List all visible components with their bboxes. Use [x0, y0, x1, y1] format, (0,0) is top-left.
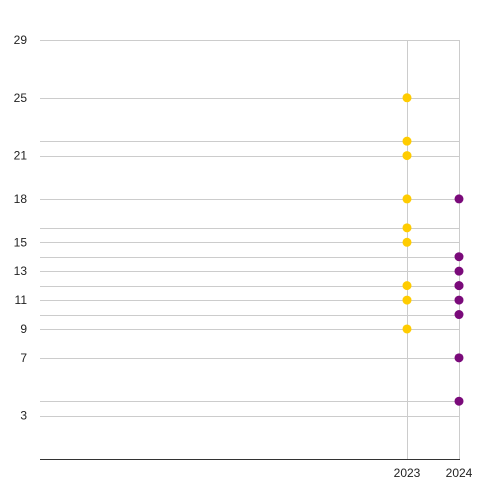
y-tick-label: 11 [15, 293, 28, 307]
y-tick-label: 13 [14, 264, 28, 278]
data-point-2024 [454, 281, 464, 291]
y-tick-label: 25 [14, 91, 28, 105]
data-point-2023 [402, 281, 412, 291]
x-tick-label: 2023 [394, 466, 421, 480]
x-tick-labels: 2023 2024 [394, 466, 473, 480]
data-points [402, 93, 464, 406]
x-tick-label: 2024 [446, 466, 473, 480]
data-point-2024 [454, 252, 464, 262]
data-point-2024 [454, 353, 464, 363]
y-tick-label: 3 [20, 409, 27, 423]
data-point-2023 [402, 136, 412, 146]
data-point-2024 [454, 295, 464, 305]
y-tick-label: 7 [20, 351, 27, 365]
y-tick-label: 29 [14, 33, 28, 47]
data-point-2023 [402, 93, 412, 103]
gridlines [40, 40, 460, 459]
y-tick-label: 21 [14, 149, 28, 163]
data-point-2024 [454, 310, 464, 320]
y-tick-label: 15 [14, 235, 28, 249]
data-point-2023 [402, 237, 412, 247]
y-tick-label: 9 [20, 322, 27, 336]
data-point-2024 [454, 396, 464, 406]
data-point-2023 [402, 324, 412, 334]
y-tick-labels: 3 7 9 11 13 15 18 21 25 29 [14, 33, 28, 423]
data-point-2023 [402, 295, 412, 305]
data-point-2023 [402, 194, 412, 204]
data-point-2023 [402, 223, 412, 233]
y-tick-label: 18 [14, 192, 28, 206]
data-point-2024 [454, 266, 464, 276]
data-point-2024 [454, 194, 464, 204]
data-point-2023 [402, 151, 412, 161]
